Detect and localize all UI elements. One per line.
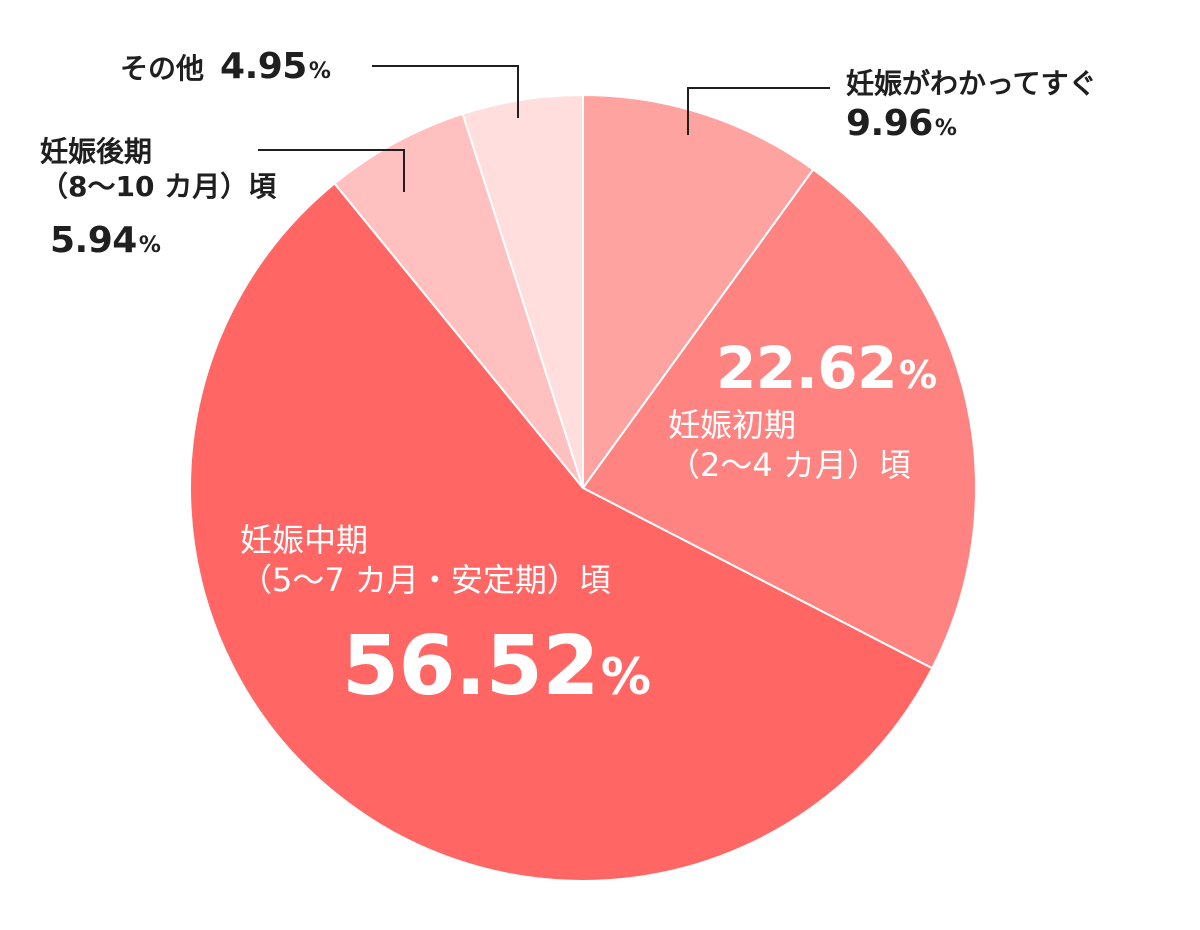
slice-label-title: 妊娠がわかってすぐ [846,67,1097,100]
slice-label-title: 妊娠初期 [668,405,797,444]
slice-unit: % [898,353,938,397]
slice-value: 9.96 [846,103,933,144]
slice-label-s2: 22.62% 妊娠初期 （2〜4 カ月）頃 [668,332,937,485]
slice-unit: % [138,233,161,258]
slice-label-s5: その他 4.95% [120,44,331,89]
pie-slices [189,93,977,882]
leader-lines [258,65,830,192]
slice-label-subtitle: （5〜7 カ月・安定期）頃 [240,561,611,599]
slice-label-s1: 妊娠がわかってすぐ 9.96% [846,66,1097,146]
slice-value: 22.62 [716,334,897,402]
pie-slice-s4 [333,112,584,489]
leader-line-s1 [687,87,830,135]
slice-label-s3: 妊娠中期 （5〜7 カ月・安定期）頃 56.52% [240,520,651,719]
slice-value: 4.95 [220,46,307,87]
pie-slice-s3 [189,182,934,882]
slice-value: 56.52 [342,619,599,714]
slice-label-title: 妊娠中期 [240,521,369,559]
leader-line-s4 [258,149,405,192]
slice-label-title: その他 [120,52,205,85]
pie-slice-s2 [581,168,977,670]
slice-label-s4: 妊娠後期 （8〜10 カ月）頃 5.94% [40,134,276,263]
leader-line-s5 [372,65,519,118]
slice-unit: % [600,648,651,706]
slice-label-title: 妊娠後期 [40,135,153,168]
slice-label-subtitle: （8〜10 カ月）頃 [40,170,277,203]
slice-label-subtitle: （2〜4 カ月）頃 [668,445,911,484]
pie-slice-s1 [582,93,815,492]
slice-unit: % [934,116,957,141]
slice-value: 5.94 [50,220,137,261]
slice-unit: % [308,59,331,84]
pie-slice-s5 [461,93,584,489]
